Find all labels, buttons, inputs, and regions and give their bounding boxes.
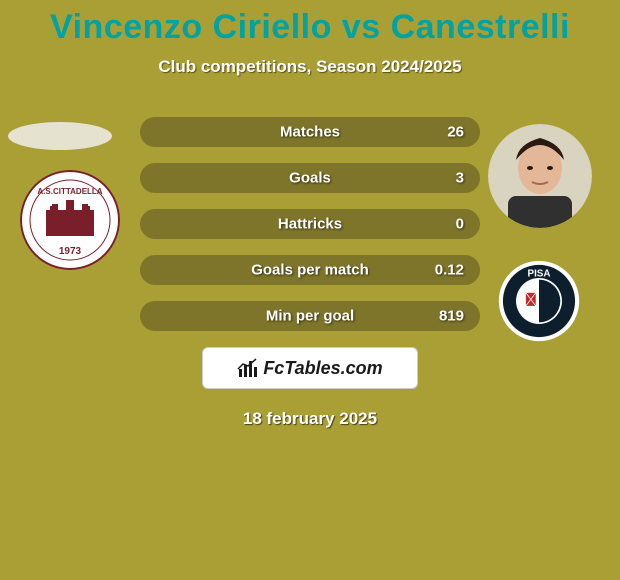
content: Vincenzo Ciriello vs Canestrelli Club co… xyxy=(0,0,620,580)
stat-value-right: 819 xyxy=(439,308,464,325)
stat-row: Matches 26 xyxy=(140,117,480,147)
club-badge-left: A.S.CITTADELLA 1973 xyxy=(20,170,120,270)
stat-row: Hattricks 0 xyxy=(140,209,480,239)
stat-fill-right xyxy=(468,211,478,237)
title-player-left: Vincenzo Ciriello xyxy=(50,8,332,46)
stat-row: Goals 3 xyxy=(140,163,480,193)
stat-fill-left xyxy=(142,303,152,329)
stat-value-right: 26 xyxy=(447,124,464,141)
stat-value-right: 3 xyxy=(456,170,464,187)
stat-fill-left xyxy=(142,119,152,145)
stat-label: Goals xyxy=(289,170,331,187)
bar-chart-icon xyxy=(237,357,259,379)
svg-text:A.S.CITTADELLA: A.S.CITTADELLA xyxy=(37,187,102,196)
svg-text:PISA: PISA xyxy=(528,268,551,279)
watermark-text: FcTables.com xyxy=(263,358,382,379)
club-left-year: 1973 xyxy=(59,246,82,257)
stats-bars: Matches 26 Goals 3 Hattricks 0 Goals per match… xyxy=(140,117,480,331)
stat-label: Matches xyxy=(280,124,340,141)
club-badge-right: PISA xyxy=(498,260,580,342)
stat-value-right: 0 xyxy=(456,216,464,233)
stat-row: Goals per match 0.12 xyxy=(140,255,480,285)
title-player-right: Canestrelli xyxy=(391,8,570,46)
stat-fill-left xyxy=(142,211,152,237)
avatar-right xyxy=(488,124,592,228)
stat-label: Goals per match xyxy=(251,262,369,279)
stat-fill-left xyxy=(142,257,152,283)
stat-fill-left xyxy=(142,165,152,191)
stat-row: Min per goal 819 xyxy=(140,301,480,331)
stat-value-right: 0.12 xyxy=(435,262,464,279)
title-vs: vs xyxy=(332,8,391,46)
avatar-left xyxy=(8,122,112,150)
stat-label: Hattricks xyxy=(278,216,342,233)
date: 18 february 2025 xyxy=(0,409,620,429)
subtitle: Club competitions, Season 2024/2025 xyxy=(0,57,620,77)
watermark: FcTables.com xyxy=(202,347,418,389)
page-title: Vincenzo Ciriello vs Canestrelli xyxy=(0,8,620,47)
stat-label: Min per goal xyxy=(266,308,354,325)
